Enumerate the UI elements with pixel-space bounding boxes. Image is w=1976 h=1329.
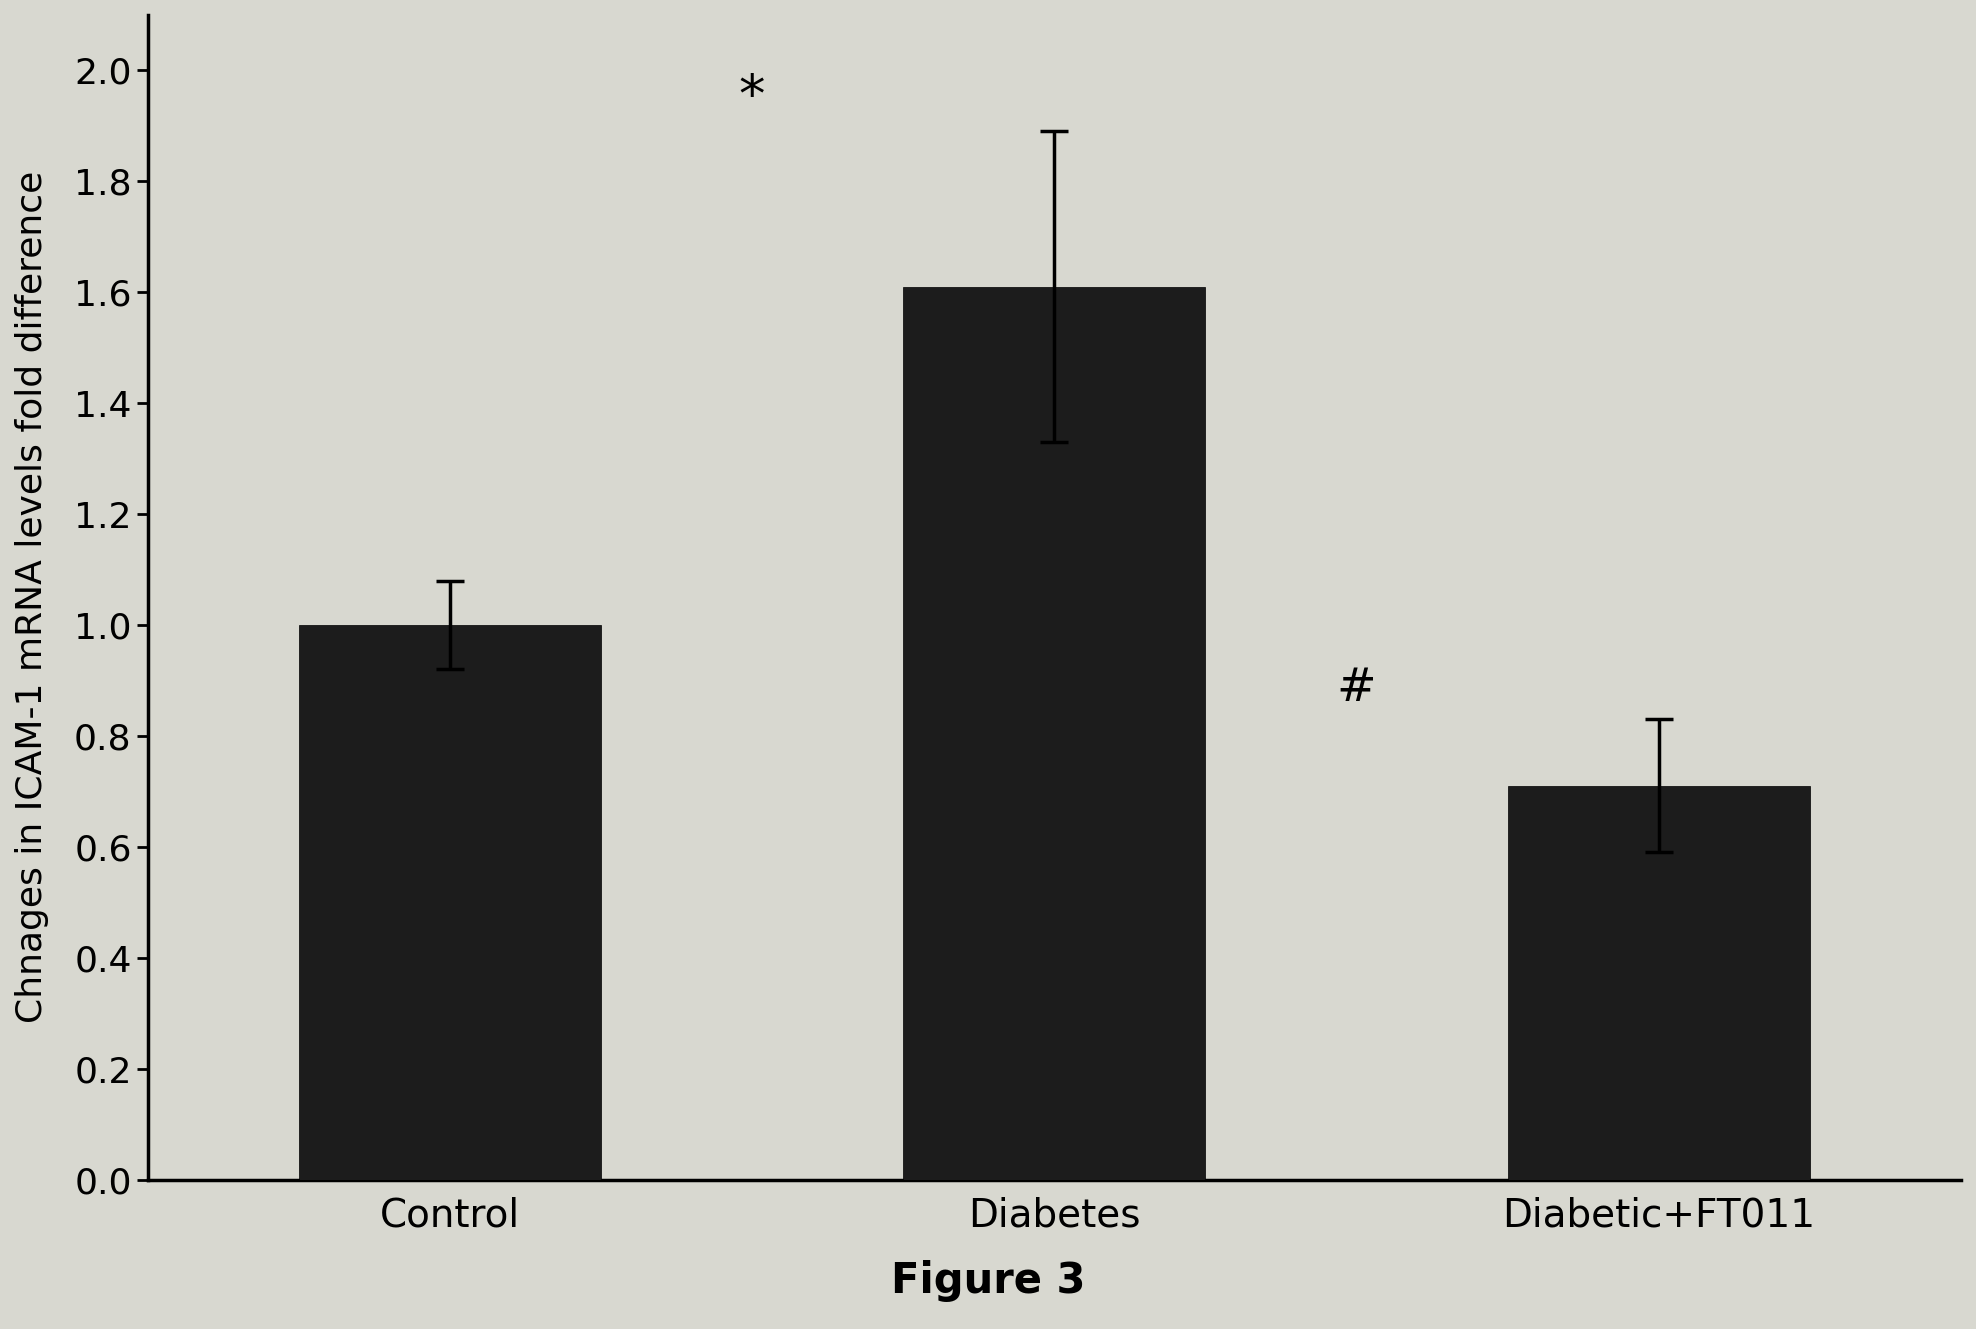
- Bar: [903, 287, 1205, 1180]
- Bar: [298, 625, 601, 1180]
- Text: *: *: [739, 72, 765, 124]
- Bar: [1508, 785, 1810, 1180]
- Y-axis label: Chnages in ICAM-1 mRNA levels fold difference: Chnages in ICAM-1 mRNA levels fold diffe…: [16, 171, 49, 1023]
- Text: Figure 3: Figure 3: [891, 1260, 1085, 1302]
- Text: #: #: [1336, 666, 1377, 711]
